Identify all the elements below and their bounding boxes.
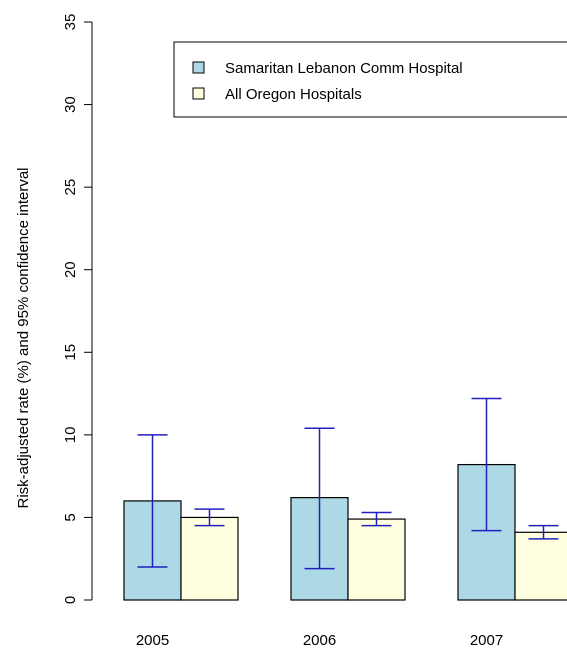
- y-tick-label: 15: [62, 344, 79, 361]
- error-bar-samaritan-2005: [137, 434, 168, 568]
- y-tick-label: 25: [62, 179, 79, 196]
- error-bar-oregon-2007: [528, 524, 559, 540]
- error-bar-group: [137, 397, 559, 570]
- bar-oregon-2007: [514, 531, 567, 601]
- x-category-label-2007: 2007: [470, 632, 503, 649]
- bar-group: [123, 463, 567, 601]
- bar-oregon-2005: [180, 516, 239, 601]
- error-bar-oregon-2006: [361, 511, 392, 527]
- legend-swatch-samaritan: [192, 61, 205, 74]
- y-axis: 0 5 10 15 20 25 30 35: [62, 14, 93, 604]
- x-axis-labels: 2005 2006 2007: [136, 632, 503, 649]
- y-tick-label: 10: [62, 427, 79, 444]
- x-category-label-2005: 2005: [136, 632, 169, 649]
- legend-label-samaritan: Samaritan Lebanon Comm Hospital: [225, 60, 463, 77]
- legend-box: [173, 41, 567, 118]
- legend: Samaritan Lebanon Comm Hospital All Oreg…: [173, 41, 567, 118]
- error-bar-samaritan-2006: [304, 427, 335, 570]
- y-axis-label: Risk-adjusted rate (%) and 95% confidenc…: [15, 167, 32, 508]
- y-tick-label: 35: [62, 14, 79, 31]
- error-bar-samaritan-2007: [471, 397, 502, 532]
- y-tick-label: 30: [62, 96, 79, 113]
- x-category-label-2006: 2006: [303, 632, 336, 649]
- y-tick-label: 0: [62, 596, 79, 604]
- legend-label-oregon: All Oregon Hospitals: [225, 86, 362, 103]
- y-tick-label: 20: [62, 261, 79, 278]
- bar-oregon-2006: [347, 518, 406, 601]
- legend-swatch-oregon: [192, 87, 205, 100]
- error-bar-oregon-2005: [194, 508, 225, 527]
- y-tick-label: 5: [62, 513, 79, 521]
